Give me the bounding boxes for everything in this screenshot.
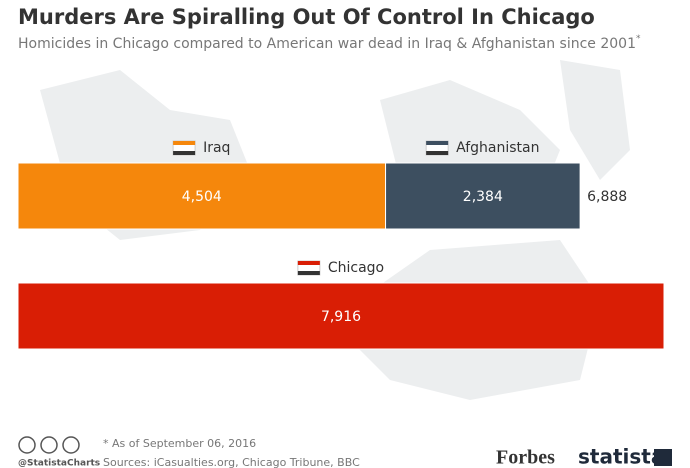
value-label: 7,916	[321, 309, 361, 325]
footnote: * As of September 06, 2016	[103, 437, 256, 450]
total-label: 6,888	[587, 189, 627, 205]
legend-label: Iraq	[203, 140, 230, 156]
subtitle-mark: *	[636, 34, 641, 44]
legend-label: Afghanistan	[456, 140, 539, 156]
legend-flag-stripe	[297, 271, 320, 275]
license-icons	[18, 436, 80, 454]
legend-flag-stripe	[426, 151, 449, 155]
legend-flag-stripe	[173, 151, 196, 155]
subtitle: Homicides in Chicago compared to America…	[18, 34, 641, 53]
bar-segment	[17, 282, 665, 350]
legend-flag-stripe	[426, 141, 449, 145]
handle: @StatistaCharts	[18, 459, 100, 468]
bar-segment	[385, 162, 581, 230]
value-label: 4,504	[182, 189, 222, 205]
title: Murders Are Spiralling Out Of Control In…	[18, 5, 595, 29]
legend-flag-stripe	[173, 141, 196, 145]
sources: Sources: iCasualties.org, Chicago Tribun…	[103, 456, 360, 468]
brand-forbes: Forbes	[496, 447, 555, 468]
legend-label: Chicago	[328, 260, 384, 276]
bar-segment	[17, 162, 387, 230]
brand-statista: statista	[578, 445, 664, 468]
value-label: 2,384	[463, 189, 503, 205]
statista-logo	[654, 449, 672, 466]
subtitle-text: Homicides in Chicago compared to America…	[18, 36, 636, 52]
legend-flag-stripe	[297, 261, 320, 265]
